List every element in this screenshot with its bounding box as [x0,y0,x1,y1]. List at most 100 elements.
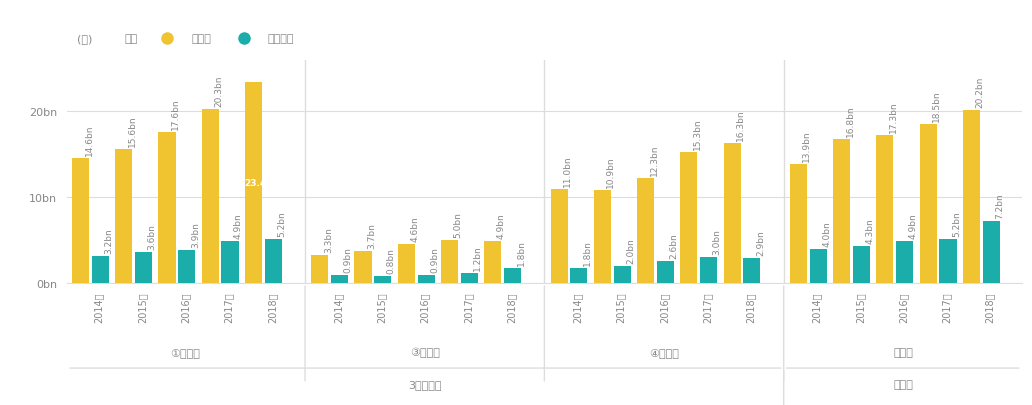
Bar [92,256,108,284]
Text: 5.2bn: 5.2bn [952,210,961,236]
Text: 17.3bn: 17.3bn [889,101,898,132]
Bar [72,158,89,284]
Text: ④関西圈: ④関西圈 [649,347,679,357]
Text: 2015年: 2015年 [137,292,148,322]
Text: 2018年: 2018年 [267,292,277,322]
Bar [245,83,262,284]
Text: 2014年: 2014年 [573,292,582,322]
Text: 1.2bn: 1.2bn [474,245,482,270]
Bar [397,244,415,284]
Text: 17.6bn: 17.6bn [171,98,180,130]
Bar [680,152,698,284]
Text: 2016年: 2016年 [659,292,669,322]
Text: ③中京圈: ③中京圈 [410,347,440,358]
Text: 大企業: 大企業 [191,34,212,43]
Bar [418,276,434,283]
Text: 5.2bn: 5.2bn [278,210,286,236]
Text: 2017年: 2017年 [941,292,952,322]
Text: 中小企業: 中小企業 [267,34,294,43]
Bar [982,222,1000,284]
Text: 12.3bn: 12.3bn [650,144,658,175]
Bar [920,125,937,284]
Bar [593,190,611,284]
Bar [656,261,674,284]
Text: 凡例: 凡例 [124,34,137,43]
Text: 2014年: 2014年 [333,292,344,322]
Text: 3.2bn: 3.2bn [104,227,114,253]
Text: 4.9bn: 4.9bn [234,213,244,239]
Text: 15.6bn: 15.6bn [128,115,137,147]
Text: 14.6bn: 14.6bn [85,124,94,156]
Text: 10.9bn: 10.9bn [607,156,615,187]
Bar [222,241,238,284]
Bar [852,247,870,284]
Text: 3.7bn: 3.7bn [367,223,376,249]
Bar [312,255,328,284]
Text: 5.0bn: 5.0bn [454,212,462,238]
Text: 4.6bn: 4.6bn [411,215,419,241]
Text: 3.6bn: 3.6bn [148,224,157,249]
Text: 2.9bn: 2.9bn [756,230,765,256]
Text: 2015年: 2015年 [856,292,865,322]
Text: 23.4bn: 23.4bn [245,179,280,188]
Text: 16.8bn: 16.8bn [845,105,854,136]
Text: 4.9bn: 4.9bn [496,213,506,239]
Text: 1.8bn: 1.8bn [583,239,592,265]
Text: 2015年: 2015年 [616,292,625,322]
Text: 1.8bn: 1.8bn [517,239,525,265]
Bar [723,144,741,284]
Text: 2015年: 2015年 [377,292,386,322]
Bar [441,241,458,284]
Text: 0.9bn: 0.9bn [430,247,439,273]
Text: 2018年: 2018年 [985,292,995,322]
Text: 2018年: 2018年 [507,292,516,322]
Text: 7.2bn: 7.2bn [995,193,1004,219]
Bar [789,164,807,284]
Text: 4.0bn: 4.0bn [823,221,831,246]
Text: 20.2bn: 20.2bn [975,76,985,107]
Bar [896,241,913,284]
Text: 2016年: 2016年 [899,292,908,322]
Text: 3.0bn: 3.0bn [713,229,721,255]
Bar [375,277,391,283]
Text: 11.0bn: 11.0bn [563,155,572,186]
Bar [179,250,195,284]
Bar [637,178,654,284]
Bar [354,252,372,284]
Text: 4.9bn: 4.9bn [909,213,917,239]
Text: 0.8bn: 0.8bn [387,248,396,274]
Text: 2017年: 2017年 [463,292,473,322]
Text: 20.3bn: 20.3bn [215,75,223,107]
Bar [614,266,631,284]
Text: 2017年: 2017年 [703,292,712,322]
Bar [331,276,348,283]
Bar [571,268,587,284]
Bar [504,268,521,284]
Text: ①東京圈: ①東京圈 [170,347,200,357]
Bar [939,239,957,284]
Text: 2018年: 2018年 [745,292,755,322]
Bar [484,241,502,284]
Text: 3.9bn: 3.9bn [191,221,200,247]
Bar [810,249,827,284]
Bar [135,253,152,284]
Text: 2.0bn: 2.0bn [626,238,635,263]
Text: 16.3bn: 16.3bn [736,109,745,141]
Bar [743,259,761,284]
Text: 4.3bn: 4.3bn [866,218,874,244]
Text: 2014年: 2014年 [94,292,104,322]
Text: 0.9bn: 0.9bn [344,247,353,273]
Bar [700,258,717,284]
Bar [201,110,219,284]
Text: 3大邝市圈: 3大邝市圈 [408,379,442,389]
Bar [833,140,850,284]
Bar [460,273,478,283]
Text: 13.9bn: 13.9bn [803,130,811,162]
Text: 2014年: 2014年 [812,292,821,322]
Bar [876,135,894,284]
Bar [963,111,980,284]
Text: 地方圈: 地方圈 [894,347,913,357]
Text: 2017年: 2017年 [224,292,233,322]
Bar [116,150,132,284]
Text: 地方圈: 地方圈 [894,379,913,389]
